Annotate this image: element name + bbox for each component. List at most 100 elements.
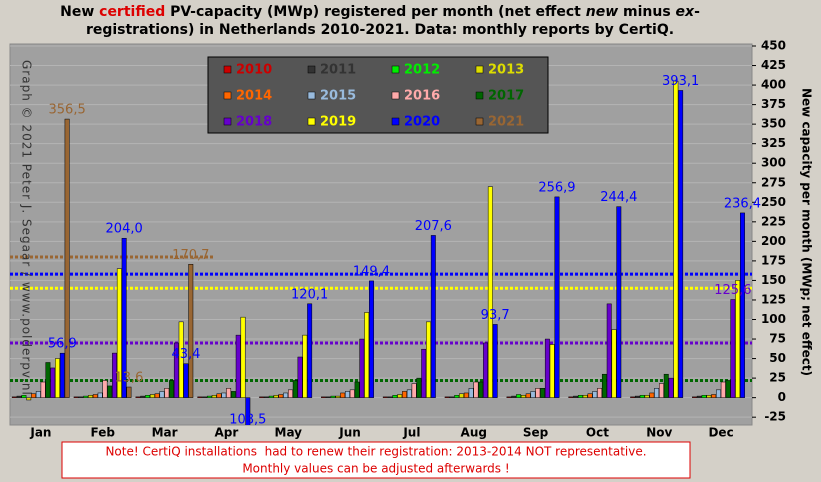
title-part: -	[694, 4, 700, 20]
y-tick-label: 400	[761, 78, 786, 92]
bar	[126, 386, 132, 398]
legend-label: 2013	[488, 63, 524, 78]
y-tick-label: 125	[761, 292, 786, 306]
bar	[159, 391, 165, 398]
bar	[668, 377, 674, 398]
bar	[468, 388, 474, 398]
legend	[207, 56, 549, 134]
bar	[102, 380, 108, 398]
bar	[288, 389, 293, 398]
bar	[701, 395, 707, 398]
bar	[197, 396, 203, 398]
bar	[411, 383, 417, 398]
bar	[154, 393, 160, 398]
bar	[325, 396, 331, 398]
legend-swatch	[223, 65, 232, 74]
legend-label: 2011	[320, 63, 356, 78]
bar	[606, 303, 612, 398]
x-tick-label: Aug	[461, 426, 487, 440]
bar	[240, 316, 246, 398]
bar	[659, 383, 664, 398]
legend-swatch	[307, 65, 316, 74]
bar	[639, 395, 645, 398]
note: Note! CertiQ installations had to renew …	[105, 445, 646, 459]
bar	[449, 396, 455, 398]
legend-label: 2010	[236, 63, 272, 78]
y-tick-label: 0	[778, 390, 786, 404]
bar	[330, 395, 336, 398]
bar	[202, 396, 208, 398]
bar	[463, 392, 469, 398]
note: Monthly values can be adjusted afterward…	[242, 462, 509, 476]
bar	[55, 358, 60, 398]
bar	[382, 396, 388, 398]
legend-label: 2021	[488, 115, 524, 130]
y-tick-label: 200	[761, 234, 786, 248]
bar	[416, 377, 422, 398]
bar	[644, 395, 650, 398]
title-part: certified	[99, 4, 165, 20]
bar	[188, 264, 194, 398]
bar	[268, 395, 274, 398]
data-label: 244,4	[600, 190, 637, 205]
bar	[40, 381, 46, 398]
x-tick-label: Nov	[646, 426, 672, 440]
data-label: 236,4	[724, 196, 761, 211]
bar	[630, 396, 636, 398]
bar	[264, 396, 269, 398]
bar	[540, 388, 546, 398]
bar	[178, 321, 184, 398]
bar	[568, 396, 574, 398]
y-tick-label: 325	[761, 136, 786, 150]
bar	[577, 395, 583, 398]
bar	[302, 334, 308, 398]
data-label: 13,6	[114, 371, 143, 386]
legend-swatch	[307, 117, 316, 126]
bar	[73, 396, 79, 398]
bar	[35, 391, 41, 398]
bar	[83, 395, 89, 398]
legend-swatch	[391, 65, 400, 74]
legend-label: 2020	[404, 115, 440, 130]
bar	[273, 395, 279, 398]
data-label: 204,0	[106, 222, 143, 237]
bar	[487, 186, 493, 398]
bar	[149, 394, 155, 398]
bar	[211, 395, 217, 398]
bar	[516, 394, 522, 398]
y-tick-label: 175	[761, 253, 786, 267]
title-part: registrations) in Netherlands 2010-2021.…	[86, 22, 674, 38]
bar	[520, 395, 526, 398]
legend-swatch	[475, 91, 484, 100]
legend-label: 2018	[236, 115, 272, 130]
bar	[140, 395, 146, 398]
bar	[549, 344, 555, 398]
y-tick-label: -25	[764, 410, 786, 424]
y-tick-label: 375	[761, 97, 786, 111]
bar	[292, 380, 298, 398]
y-tick-label: 250	[761, 195, 786, 209]
bar	[345, 391, 350, 398]
bar	[16, 395, 22, 398]
bar	[11, 396, 17, 398]
bar	[206, 395, 212, 398]
bar	[364, 312, 370, 398]
y-tick-label: 275	[761, 175, 786, 189]
bar	[492, 324, 498, 398]
bar	[692, 396, 697, 398]
bar	[573, 395, 579, 398]
x-tick-label: Jan	[29, 426, 51, 440]
bar	[392, 395, 398, 398]
bar	[135, 396, 141, 398]
legend-label: 2019	[320, 115, 356, 130]
bar	[725, 380, 731, 398]
y-tick-label: 50	[769, 351, 786, 365]
bar	[354, 381, 360, 398]
bar	[635, 395, 640, 398]
bar	[369, 280, 374, 398]
bar	[554, 196, 560, 398]
bar	[616, 206, 622, 398]
bar	[402, 391, 407, 398]
bar	[478, 381, 484, 398]
